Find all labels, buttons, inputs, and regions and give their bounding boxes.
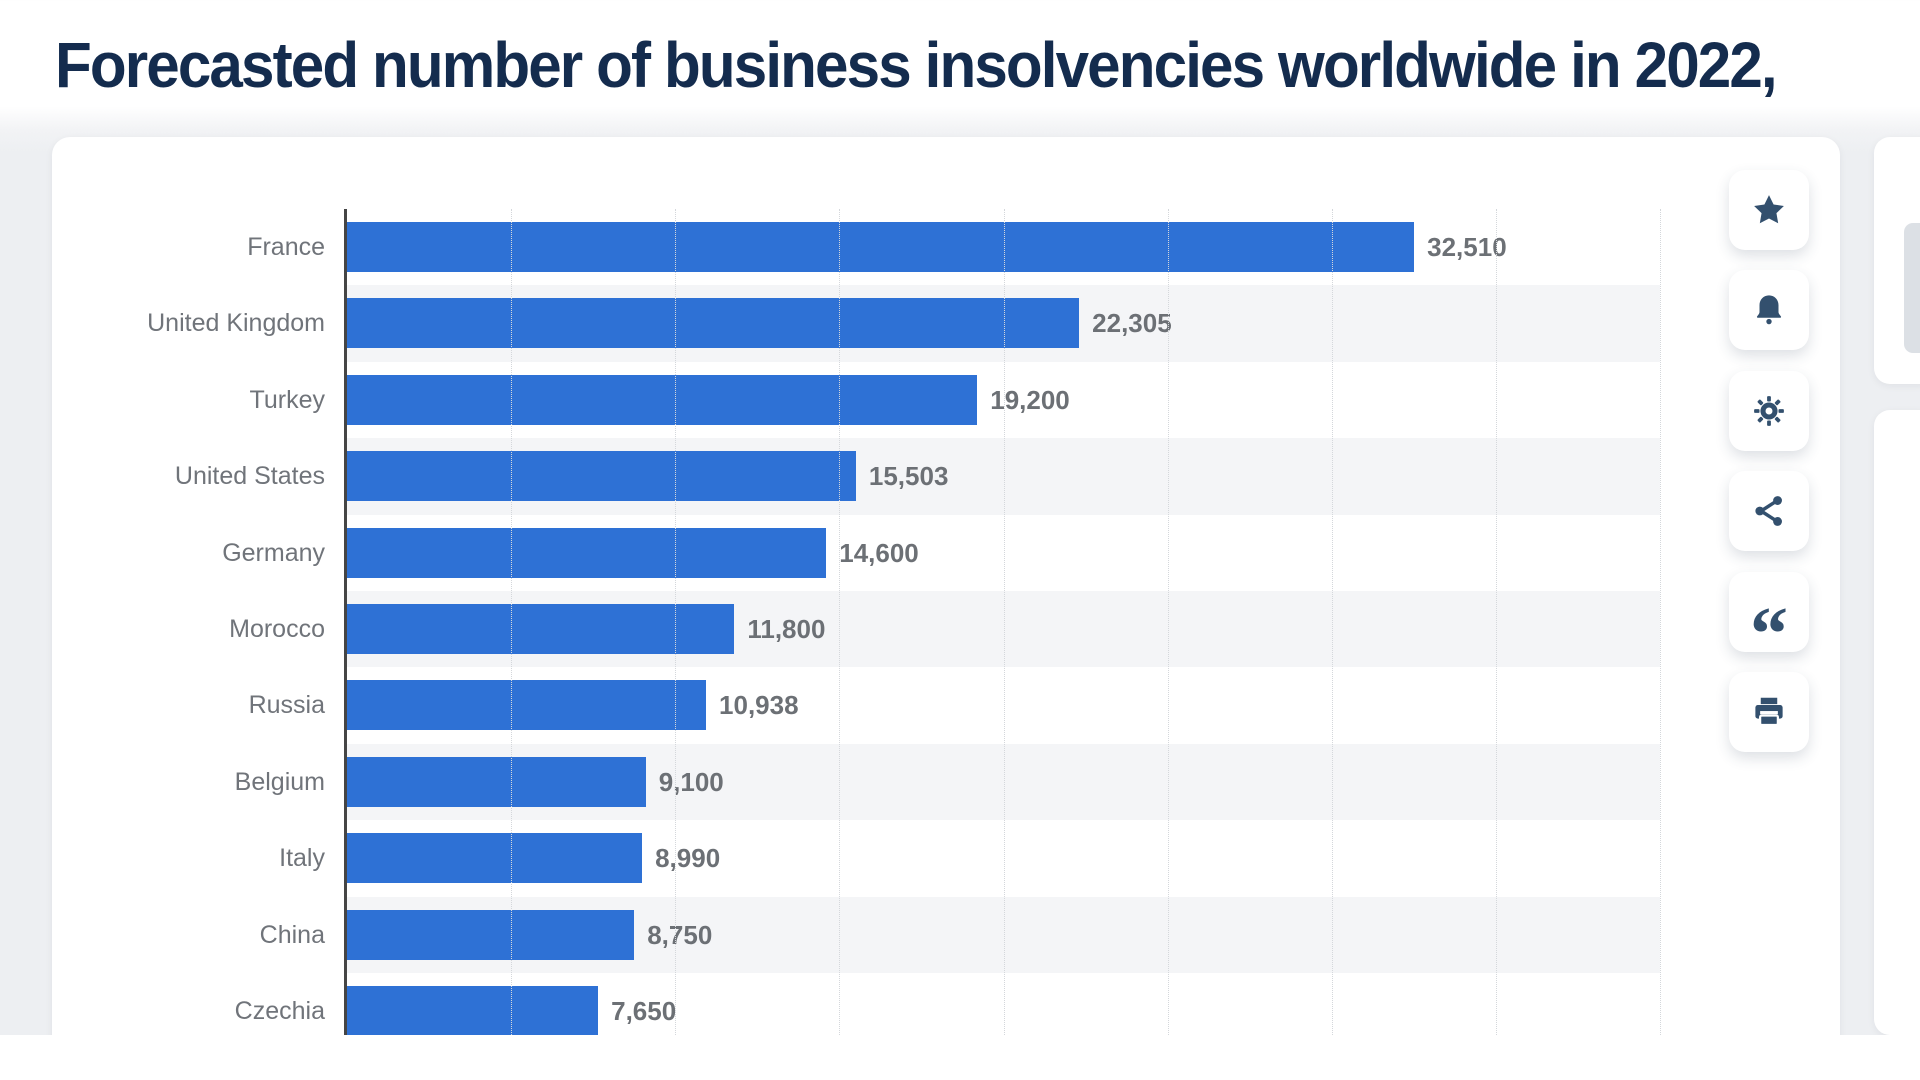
bar-belgium[interactable] xyxy=(347,756,646,807)
value-label: 8,990 xyxy=(655,843,721,874)
gridline-10000 xyxy=(675,209,677,1035)
value-label: 22,305 xyxy=(1092,308,1172,339)
value-label: 19,200 xyxy=(990,384,1070,415)
category-label: United Kingdom xyxy=(147,309,325,338)
bottom-white-overlay xyxy=(0,1035,1920,1080)
chart-row: 7,650 xyxy=(347,973,1660,1049)
plot-area: 7,650 8,750 8,990 9,100 10,938 11,800 14,600 15… xyxy=(147,209,1661,1036)
category-label: United States xyxy=(174,462,325,491)
category-label: France xyxy=(247,233,325,261)
value-label: 7,650 xyxy=(611,996,677,1026)
chart-card: 7,650 8,750 8,990 9,100 10,938 11,800 14,600 15… xyxy=(52,137,1840,1057)
category-label: Morocco xyxy=(229,615,325,643)
bar-czechia[interactable] xyxy=(347,986,599,1036)
category-label: Turkey xyxy=(249,385,325,414)
category-label: Russia xyxy=(248,691,325,720)
bar-morocco[interactable] xyxy=(347,604,735,654)
value-label: 14,600 xyxy=(839,537,919,568)
value-label: 32,510 xyxy=(1427,232,1507,262)
category-label: Italy xyxy=(279,844,325,873)
value-label: 9,100 xyxy=(658,766,724,797)
category-label: Germany xyxy=(222,538,325,567)
chart-row: 10,938 xyxy=(347,667,1660,743)
gridline-30000 xyxy=(1331,209,1333,1035)
chart-row: 14,600 xyxy=(347,515,1660,591)
gridline-25000 xyxy=(1167,209,1169,1035)
cite-button[interactable]: “ xyxy=(1729,571,1809,672)
bar-china[interactable] xyxy=(347,909,635,960)
gear-icon xyxy=(1750,392,1788,430)
gridline-40000 xyxy=(1660,209,1661,1035)
gridline-5000 xyxy=(511,209,513,1035)
right-partial-card-bottom xyxy=(1874,410,1920,1035)
bar-italy[interactable] xyxy=(347,833,643,884)
bar-united-states[interactable] xyxy=(347,451,856,502)
bar-united-kingdom[interactable] xyxy=(347,298,1080,349)
gridline-15000 xyxy=(839,209,841,1035)
gridline-35000 xyxy=(1495,209,1497,1035)
category-label: Belgium xyxy=(234,767,325,796)
y-axis-line xyxy=(344,209,347,1035)
value-label: 11,800 xyxy=(747,614,826,644)
chart-row: 22,305 xyxy=(347,285,1660,362)
share-button[interactable] xyxy=(1729,471,1809,552)
bar-turkey[interactable] xyxy=(347,374,978,425)
gridline-20000 xyxy=(1003,209,1005,1035)
right-partial-card-top xyxy=(1874,137,1920,384)
bar-france[interactable] xyxy=(347,222,1415,272)
category-label: Czechia xyxy=(234,997,325,1025)
chart-row: 32,510 xyxy=(347,209,1660,285)
print-button[interactable] xyxy=(1729,672,1809,752)
bar-russia[interactable] xyxy=(347,680,707,731)
chart-row: 8,990 xyxy=(347,820,1660,896)
category-label: China xyxy=(259,920,325,949)
star-icon xyxy=(1750,191,1788,229)
bar-germany[interactable] xyxy=(347,527,827,578)
settings-button[interactable] xyxy=(1729,370,1809,451)
page-title: Forecasted number of business insolvenci… xyxy=(55,29,1778,101)
share-icon xyxy=(1750,492,1788,530)
value-label: 10,938 xyxy=(719,690,799,721)
value-label: 15,503 xyxy=(868,461,949,492)
right-card-inner-block xyxy=(1904,223,1920,353)
chart-row: 19,200 xyxy=(347,362,1660,438)
value-label: 8,750 xyxy=(647,919,713,950)
favorite-button[interactable] xyxy=(1729,170,1809,250)
notifications-button[interactable] xyxy=(1729,270,1809,351)
printer-icon xyxy=(1750,693,1788,731)
bell-icon xyxy=(1750,291,1788,329)
